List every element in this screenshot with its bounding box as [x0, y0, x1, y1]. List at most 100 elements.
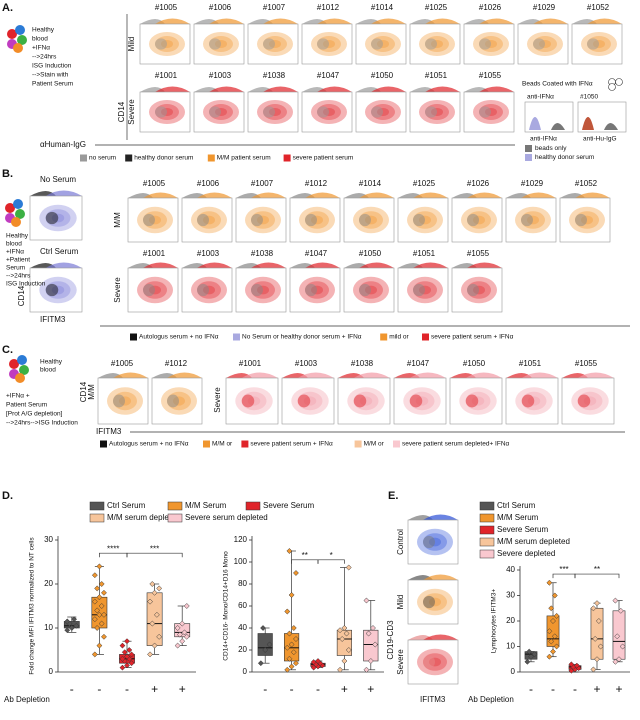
data-point [149, 620, 156, 627]
data-point [98, 603, 105, 609]
data-point [345, 647, 352, 653]
legend-label: M/M serum depleted [107, 513, 180, 522]
y-tick-label: 60 [238, 601, 247, 610]
data-point [293, 636, 299, 642]
histogram [197, 262, 232, 268]
data-point [156, 633, 163, 640]
data-point [548, 638, 555, 645]
legend-label: severe patient serum + IFNα [431, 334, 514, 341]
histogram [251, 192, 286, 198]
data-point [147, 598, 153, 605]
histogram [155, 86, 190, 92]
significance: *** [150, 544, 159, 553]
legend-swatch [89, 501, 105, 511]
contour [305, 283, 317, 297]
data-point [619, 643, 626, 650]
protocol-text: Patient Serum [32, 81, 73, 88]
contour [353, 394, 367, 408]
data-point [617, 607, 624, 614]
contour [143, 213, 155, 227]
protocol-text: Healthy [6, 233, 29, 240]
sample-id: #1055 [467, 249, 490, 258]
axis-label: Mild [127, 37, 136, 52]
data-point [179, 620, 186, 627]
data-point [98, 620, 105, 627]
significance-bracket [574, 573, 620, 579]
data-point [94, 625, 101, 631]
data-point [315, 658, 321, 664]
data-point [94, 585, 101, 592]
contour [155, 106, 167, 118]
axis-label: IFITM3 [40, 315, 66, 324]
significance-bracket [99, 552, 128, 558]
inset-label: anti-IFNα [527, 94, 554, 101]
legend-swatch [479, 513, 495, 523]
data-point [337, 627, 343, 634]
axis-label: M/M [87, 384, 96, 400]
histogram [423, 634, 458, 640]
legend-swatch [354, 440, 362, 448]
sample-id: #1005 [155, 3, 178, 12]
axis-label: M/M [113, 212, 122, 228]
axis-label: IFITM3 [96, 427, 122, 436]
legend-swatch [167, 501, 183, 511]
depletion-sign: - [263, 682, 267, 696]
cell-icon [19, 365, 29, 375]
box [590, 607, 604, 660]
contour [577, 394, 591, 408]
legend-swatch [203, 440, 210, 448]
protocol-text: blood [32, 36, 48, 43]
data-point [156, 585, 163, 592]
depletion-sign: - [97, 682, 101, 696]
contour [467, 283, 479, 297]
contour [479, 106, 491, 118]
data-point [548, 605, 555, 612]
histogram [479, 86, 514, 92]
histogram [197, 192, 232, 198]
legend-swatch [479, 549, 495, 559]
data-point [124, 653, 130, 660]
plot-title: Ctrl Serum [40, 247, 79, 256]
legend-label: severe patient serum + IFNα [250, 441, 333, 448]
contour [113, 394, 125, 408]
sample-id: #1055 [575, 359, 598, 368]
legend-label: M/M Serum [185, 501, 227, 510]
histogram [409, 372, 446, 378]
legend-swatch [479, 537, 495, 547]
data-point [288, 592, 295, 598]
data-point [98, 581, 105, 587]
contour [297, 394, 311, 408]
data-point [91, 598, 98, 605]
contour [209, 106, 221, 118]
sample-id: #1055 [479, 71, 502, 80]
data-point [290, 625, 297, 631]
protocol-text: Patient Serum [6, 402, 47, 409]
data-point [595, 618, 602, 624]
contour [467, 213, 479, 227]
legend-label: Severe depleted [497, 549, 555, 558]
legend-label: severe patient serum depleted+ IFNα [402, 441, 510, 448]
histogram [263, 86, 298, 92]
data-point [365, 630, 372, 637]
legend-label: mild or [389, 334, 409, 341]
protocol-text: +IFNα [6, 249, 24, 256]
depletion-sign: - [573, 682, 577, 696]
sample-id: #1050 [359, 249, 382, 258]
histogram [521, 372, 558, 378]
data-point [616, 656, 622, 663]
y-tick-label: 0 [49, 667, 54, 676]
sample-id: #1051 [425, 71, 448, 80]
contour [423, 535, 435, 549]
histogram [467, 192, 502, 198]
y-tick-label: 100 [234, 557, 248, 566]
data-point [594, 600, 600, 607]
data-point [284, 608, 291, 615]
protocol-text: ISG Induction [6, 281, 46, 288]
depletion-sign: + [593, 682, 600, 696]
sample-id: #1051 [413, 249, 436, 258]
data-point [147, 651, 153, 658]
legend-swatch [125, 154, 133, 162]
sample-id: #1005 [111, 359, 134, 368]
data-point [91, 651, 98, 658]
